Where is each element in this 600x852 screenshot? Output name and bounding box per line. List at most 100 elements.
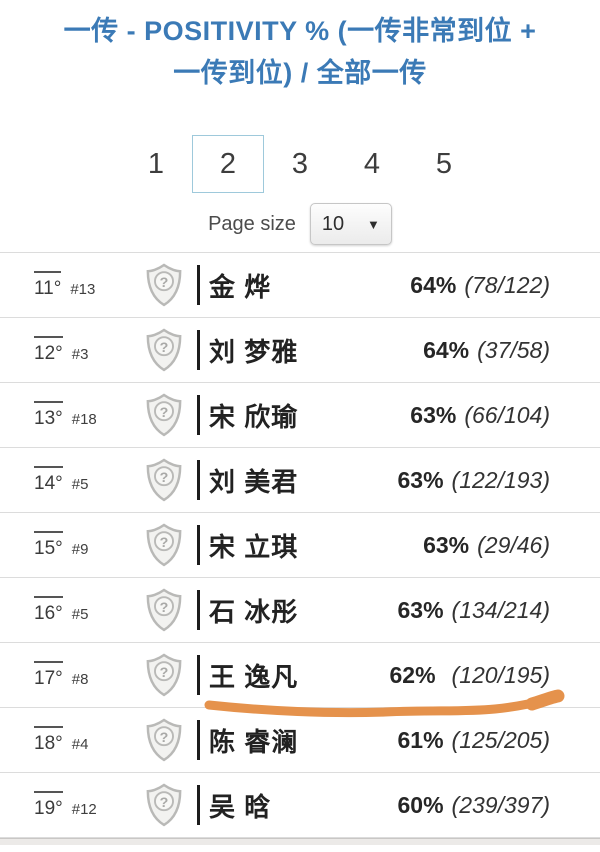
player-name: 宋 欣瑜 <box>209 401 299 432</box>
table-row[interactable]: 18° #4 ? 陈 睿澜 61% (125/205) <box>0 708 600 773</box>
stat-fraction: (239/397) <box>451 791 550 818</box>
player-name: 王 逸凡 <box>209 661 299 692</box>
stat-percent: 63% <box>410 401 457 428</box>
name-divider <box>197 330 200 370</box>
name-divider <box>197 395 200 435</box>
table-row[interactable]: 14° #5 ? 刘 美君 63% (122/193) <box>0 448 600 513</box>
name-divider <box>197 720 200 760</box>
stat-percent: 63% <box>397 466 444 493</box>
name-divider <box>197 785 200 825</box>
pagination: 1 2 3 4 5 <box>0 134 600 194</box>
stat-cell: 62% (120/195) <box>389 662 550 689</box>
jersey-number: #12 <box>71 800 97 818</box>
page-button-5[interactable]: 5 <box>435 147 453 180</box>
stat-fraction: (66/104) <box>464 401 550 428</box>
jersey-number: #5 <box>71 475 89 493</box>
table-row[interactable]: 13° #18 ? 宋 欣瑜 63% (66/104) <box>0 383 600 448</box>
page-button-2-active[interactable]: 2 <box>192 135 264 193</box>
stat-cell: 63% (29/46) <box>423 532 550 559</box>
page-button-4[interactable]: 4 <box>363 147 381 180</box>
stat-cell: 64% (37/58) <box>423 337 550 364</box>
name-divider <box>197 525 200 565</box>
stat-cell: 61% (125/205) <box>397 727 550 754</box>
page-size-dropdown[interactable]: 10 ▼ <box>309 203 392 245</box>
stat-percent: 60% <box>397 791 444 818</box>
stat-percent: 62% <box>389 661 436 688</box>
jersey-number: #5 <box>71 605 89 623</box>
stat-fraction: (37/58) <box>477 336 550 363</box>
rank-cell: 14° #5 <box>34 465 126 495</box>
svg-text:?: ? <box>160 470 169 486</box>
rank: 17° <box>34 660 63 690</box>
rank-cell: 18° #4 <box>34 725 126 755</box>
player-name: 刘 美君 <box>209 466 299 497</box>
page-title-line1: 一传 - POSITIVITY % (一传非常到位 + <box>63 16 537 46</box>
page-size-row: Page size 10 ▼ <box>0 202 600 246</box>
rank: 14° <box>34 465 63 495</box>
jersey-number: #13 <box>70 280 96 298</box>
table-row[interactable]: 11° #13 ? 金 烨 64% (78/122) <box>0 253 600 318</box>
page-title-line2: 一传到位) / 全部一传 <box>173 58 427 88</box>
jersey-number: #18 <box>71 410 97 428</box>
stat-fraction: (78/122) <box>464 271 550 298</box>
rank: 19° <box>34 790 63 820</box>
table-row[interactable]: 15° #9 ? 宋 立琪 63% (29/46) <box>0 513 600 578</box>
table-row[interactable]: 16° #5 ? 石 冰彤 63% (134/214) <box>0 578 600 643</box>
svg-text:?: ? <box>160 600 169 616</box>
svg-text:?: ? <box>160 535 169 551</box>
name-divider <box>197 590 200 630</box>
stat-fraction: (122/193) <box>451 466 550 493</box>
rank-cell: 13° #18 <box>34 400 126 430</box>
stat-percent: 64% <box>410 271 457 298</box>
jersey-number: #9 <box>71 540 89 558</box>
player-name: 石 冰彤 <box>209 596 299 627</box>
rank: 13° <box>34 400 63 430</box>
shield-question-icon: ? <box>145 458 183 502</box>
svg-text:?: ? <box>160 275 169 291</box>
shield-question-icon: ? <box>145 718 183 762</box>
table-row-highlighted[interactable]: 17° #8 ? 王 逸凡 62% (120/195) <box>0 643 600 718</box>
rank: 11° <box>34 270 62 300</box>
table-row[interactable]: 12° #3 ? 刘 梦雅 64% (37/58) <box>0 318 600 383</box>
shield-question-icon: ? <box>145 588 183 632</box>
shield-question-icon: ? <box>145 523 183 567</box>
page-title: 一传 - POSITIVITY % (一传非常到位 + 一传到位) / 全部一传 <box>0 0 600 94</box>
name-divider <box>197 265 200 305</box>
rank: 12° <box>34 335 63 365</box>
stat-fraction: (120/195) <box>451 661 550 688</box>
bottom-edge-strip <box>0 838 600 845</box>
stat-cell: 63% (66/104) <box>410 402 550 429</box>
svg-text:?: ? <box>160 340 169 356</box>
stat-percent: 64% <box>423 336 470 363</box>
svg-text:?: ? <box>160 405 169 421</box>
shield-question-icon: ? <box>145 783 183 827</box>
jersey-number: #3 <box>71 345 89 363</box>
player-name: 宋 立琪 <box>209 531 299 562</box>
rank: 15° <box>34 530 63 560</box>
stat-percent: 61% <box>397 726 444 753</box>
player-name: 刘 梦雅 <box>209 336 299 367</box>
rank-cell: 17° #8 <box>34 660 126 690</box>
player-name: 吴 晗 <box>209 791 272 822</box>
page-button-1[interactable]: 1 <box>147 147 165 180</box>
svg-text:?: ? <box>160 665 169 681</box>
name-divider <box>197 460 200 500</box>
stat-percent: 63% <box>397 596 444 623</box>
rank-cell: 19° #12 <box>34 790 126 820</box>
stat-cell: 60% (239/397) <box>397 792 550 819</box>
stat-fraction: (134/214) <box>451 596 550 623</box>
rank: 18° <box>34 725 63 755</box>
chevron-down-icon: ▼ <box>367 216 380 232</box>
shield-question-icon: ? <box>145 328 183 372</box>
jersey-number: #4 <box>71 735 89 753</box>
stat-cell: 63% (122/193) <box>397 467 550 494</box>
page-size-value: 10 <box>321 212 345 235</box>
name-divider <box>197 655 200 695</box>
rank-cell: 12° #3 <box>34 335 126 365</box>
rank-cell: 16° #5 <box>34 595 126 625</box>
jersey-number: #8 <box>71 670 89 688</box>
shield-question-icon: ? <box>145 263 183 307</box>
page-button-3[interactable]: 3 <box>291 147 309 180</box>
stat-cell: 63% (134/214) <box>397 597 550 624</box>
table-row[interactable]: 19° #12 ? 吴 晗 60% (239/397) <box>0 773 600 838</box>
